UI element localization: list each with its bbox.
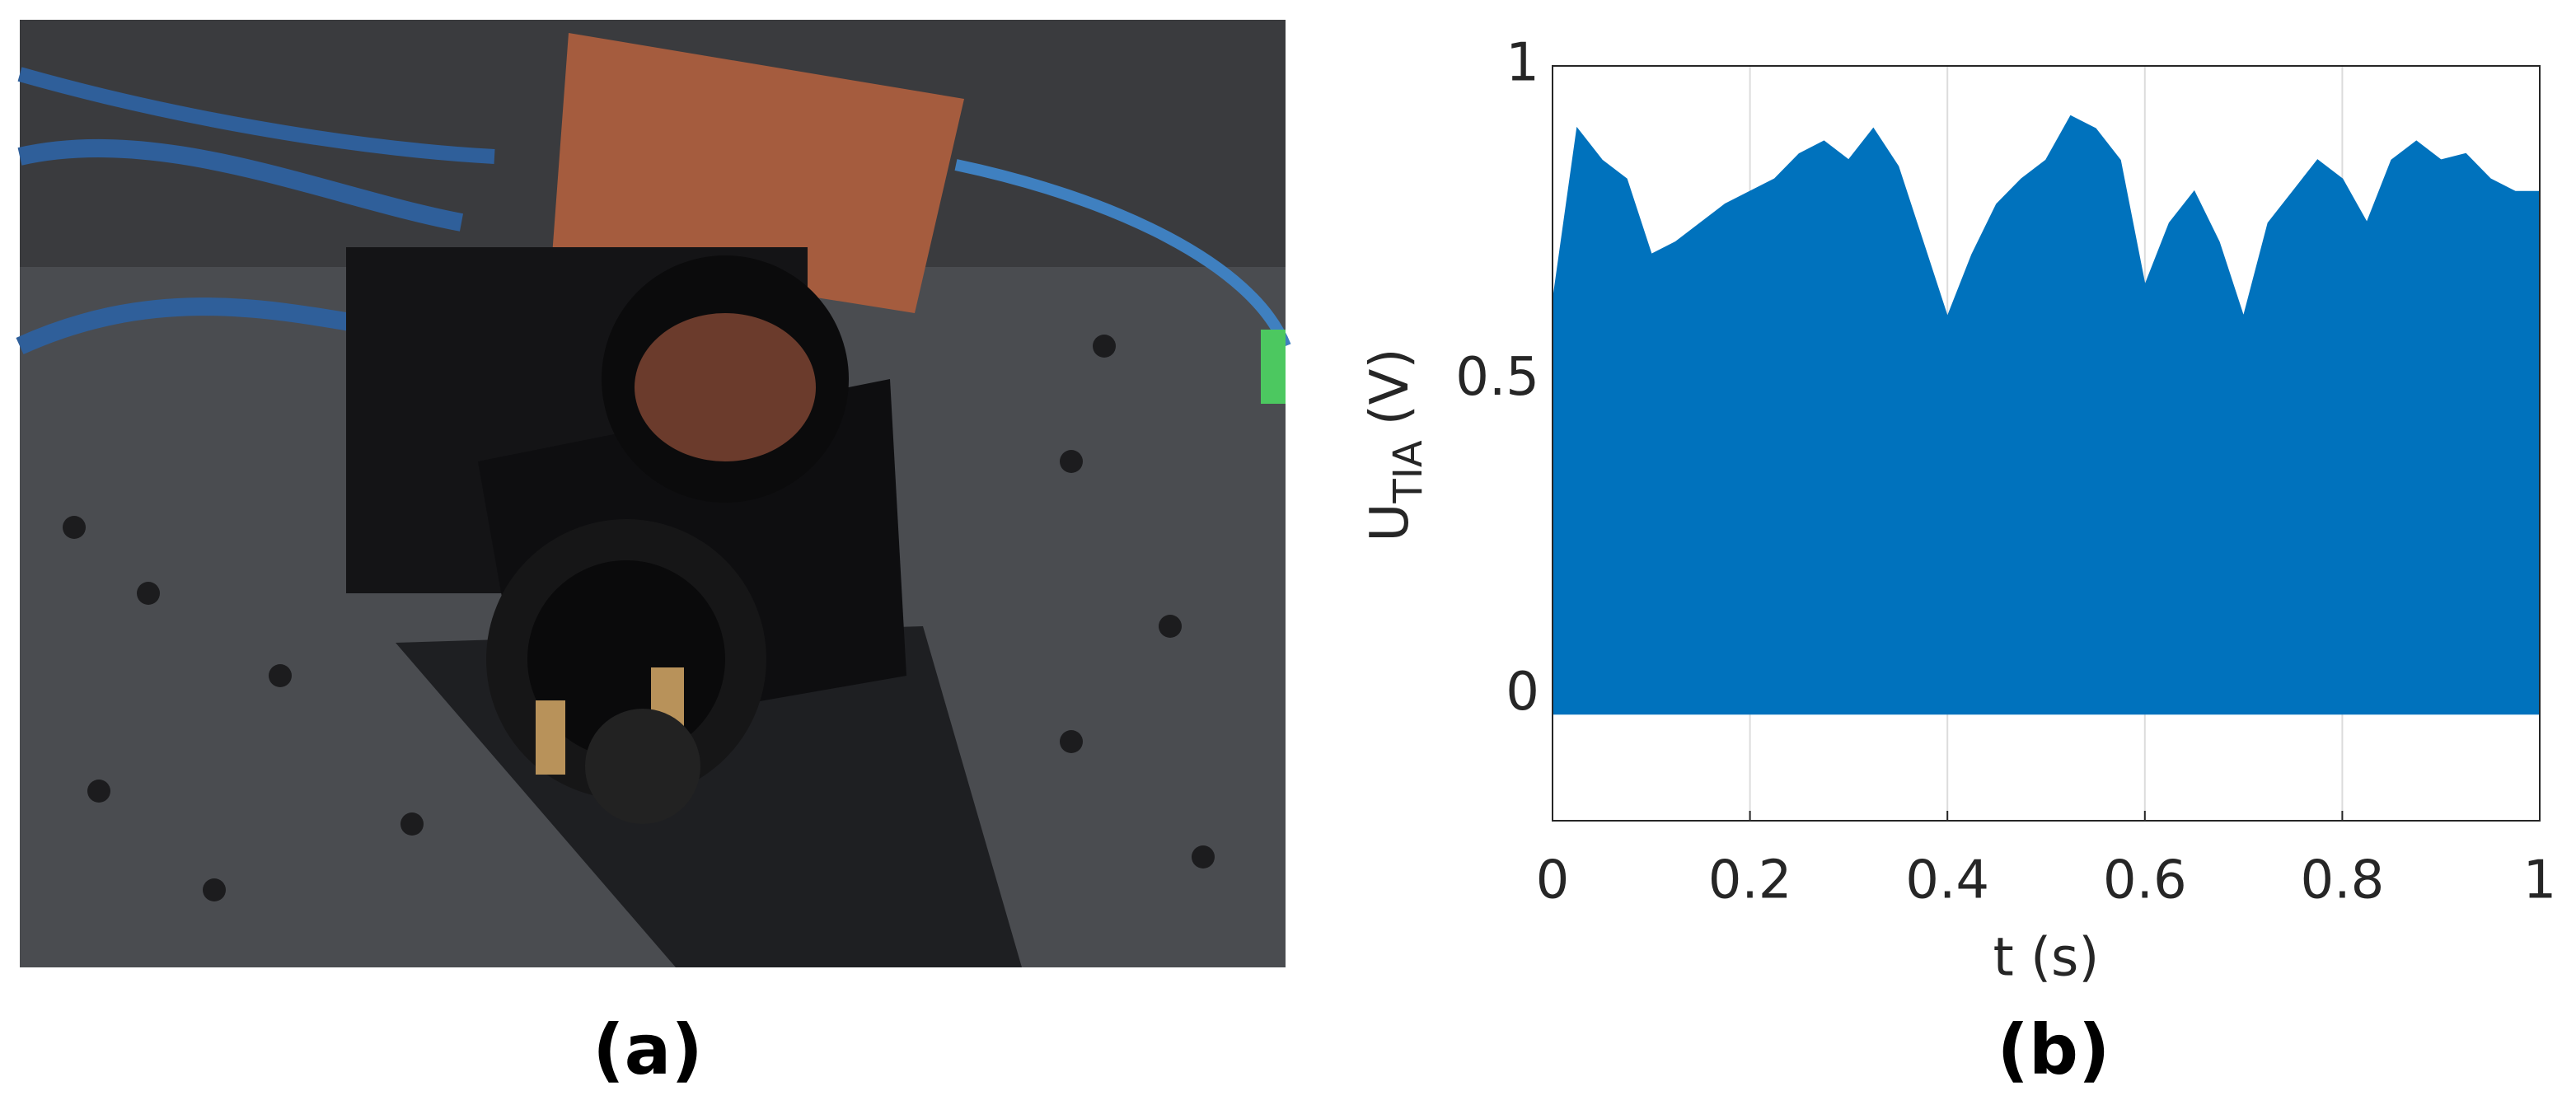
- x-axis-label: t (s): [1993, 928, 2100, 989]
- photo: [16, 20, 1291, 967]
- photo-caption: (a): [592, 1009, 702, 1090]
- y-tick-label: 0: [1506, 662, 1539, 723]
- x-tick-label: 0.2: [1708, 850, 1792, 911]
- chart-caption: (b): [1998, 1009, 2110, 1090]
- signal-area: [1552, 115, 2541, 715]
- y-tick-label: 1: [1506, 33, 1539, 94]
- y-label-sub: TIA: [1385, 440, 1431, 503]
- x-tick-label: 0.4: [1905, 850, 1989, 911]
- y-label-main: U: [1360, 503, 1421, 542]
- x-tick-label: 0: [1536, 850, 1570, 911]
- axes-box: [1552, 65, 2541, 822]
- plot: 0 0.2 0.4 0.6 0.8 1 0 0.5 1: [1455, 33, 2556, 911]
- x-tick-label: 1: [2523, 850, 2557, 911]
- x-tick-label: 0.8: [2301, 850, 2385, 911]
- y-label-unit: (V): [1360, 349, 1421, 426]
- x-tick-label: 0.6: [2103, 850, 2187, 911]
- y-tick-label: 0.5: [1455, 347, 1539, 408]
- y-axis-label: UTIA (V): [1360, 349, 1431, 542]
